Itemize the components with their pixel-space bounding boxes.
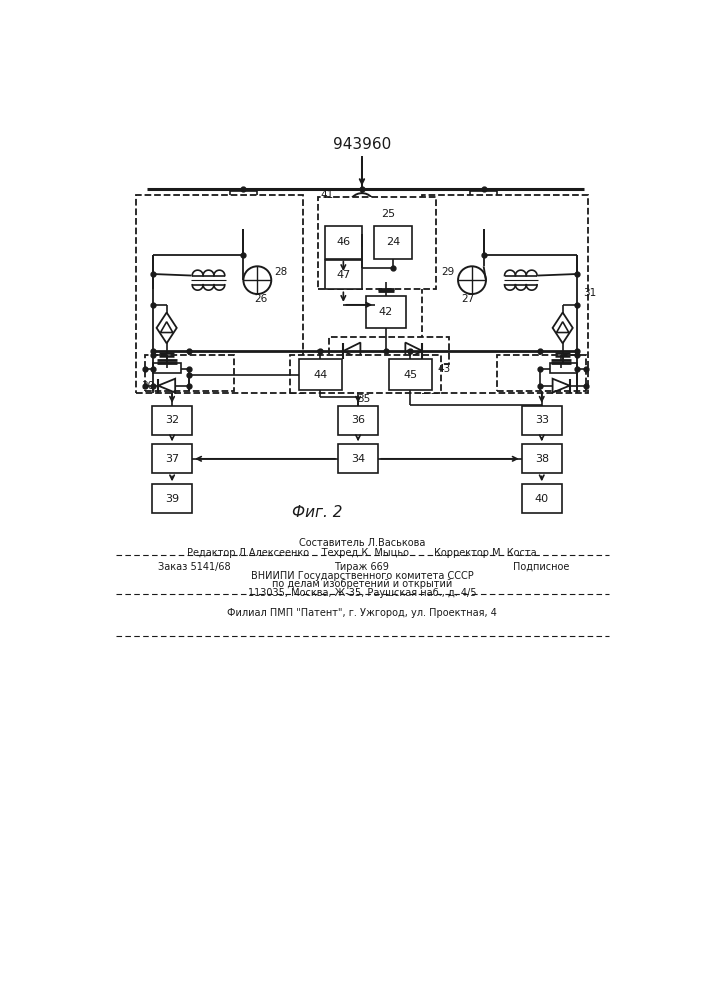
Text: 27: 27 xyxy=(462,294,474,304)
Bar xyxy=(338,444,378,473)
Text: 43: 43 xyxy=(437,364,450,374)
Text: Филиал ПМП "Патент", г. Ужгород, ул. Проектная, 4: Филиал ПМП "Патент", г. Ужгород, ул. Про… xyxy=(227,608,497,618)
Bar xyxy=(145,355,234,391)
Text: 34: 34 xyxy=(351,454,365,464)
Text: 29: 29 xyxy=(442,267,455,277)
Text: Тираж 669: Тираж 669 xyxy=(334,562,390,572)
Text: 31: 31 xyxy=(583,288,596,298)
Text: 26: 26 xyxy=(255,294,268,304)
Text: 41: 41 xyxy=(321,190,334,200)
Text: 28: 28 xyxy=(274,267,288,277)
Text: 46: 46 xyxy=(337,237,351,247)
Bar xyxy=(338,406,378,435)
Text: 943960: 943960 xyxy=(333,137,391,152)
Bar xyxy=(317,197,436,289)
Text: 25: 25 xyxy=(381,209,395,219)
Bar xyxy=(290,355,441,393)
Bar xyxy=(522,406,562,435)
Text: 113035, Москва, Ж-35, Раушская наб., д. 4/5: 113035, Москва, Ж-35, Раушская наб., д. … xyxy=(247,588,477,598)
Bar xyxy=(136,195,303,393)
Bar xyxy=(389,359,432,390)
Text: Редактор Л.Алексеенко    Техред К. Мыцьо        Корректор М. Коста: Редактор Л.Алексеенко Техред К. Мыцьо Ко… xyxy=(187,548,537,558)
Text: 44: 44 xyxy=(313,370,327,380)
Text: 36: 36 xyxy=(351,415,365,425)
Bar xyxy=(325,226,362,259)
Bar xyxy=(325,260,362,289)
Text: Составитель Л.Васькова: Составитель Л.Васькова xyxy=(299,538,425,548)
Text: 37: 37 xyxy=(165,454,179,464)
Text: 45: 45 xyxy=(403,370,417,380)
Text: Подписное: Подписное xyxy=(513,562,569,572)
Bar xyxy=(329,337,449,364)
Text: ВНИИПИ Государственного комитета СССР: ВНИИПИ Государственного комитета СССР xyxy=(250,571,473,581)
Text: 47: 47 xyxy=(337,270,351,280)
Bar xyxy=(374,226,411,259)
Text: 35: 35 xyxy=(358,394,371,404)
Bar xyxy=(230,191,257,229)
Text: 33: 33 xyxy=(534,415,549,425)
Text: Заказ 5141/68: Заказ 5141/68 xyxy=(158,562,230,572)
Bar xyxy=(153,363,180,373)
Text: 39: 39 xyxy=(165,494,179,504)
Text: по делам изобретений и открытий: по делам изобретений и открытий xyxy=(271,579,452,589)
Bar xyxy=(421,195,588,393)
Bar xyxy=(497,355,586,391)
Bar xyxy=(152,406,192,435)
Bar xyxy=(152,484,192,513)
Bar xyxy=(522,444,562,473)
Text: Фиг. 2: Фиг. 2 xyxy=(292,505,342,520)
Bar xyxy=(522,484,562,513)
Text: 32: 32 xyxy=(165,415,179,425)
Bar xyxy=(152,444,192,473)
Bar xyxy=(366,296,406,328)
Text: 40: 40 xyxy=(534,494,549,504)
Text: 24: 24 xyxy=(386,237,400,247)
Text: 42: 42 xyxy=(379,307,393,317)
Bar xyxy=(549,363,577,373)
Text: 38: 38 xyxy=(534,454,549,464)
Bar xyxy=(470,191,497,229)
Bar xyxy=(299,359,341,390)
Text: 30: 30 xyxy=(141,381,154,391)
